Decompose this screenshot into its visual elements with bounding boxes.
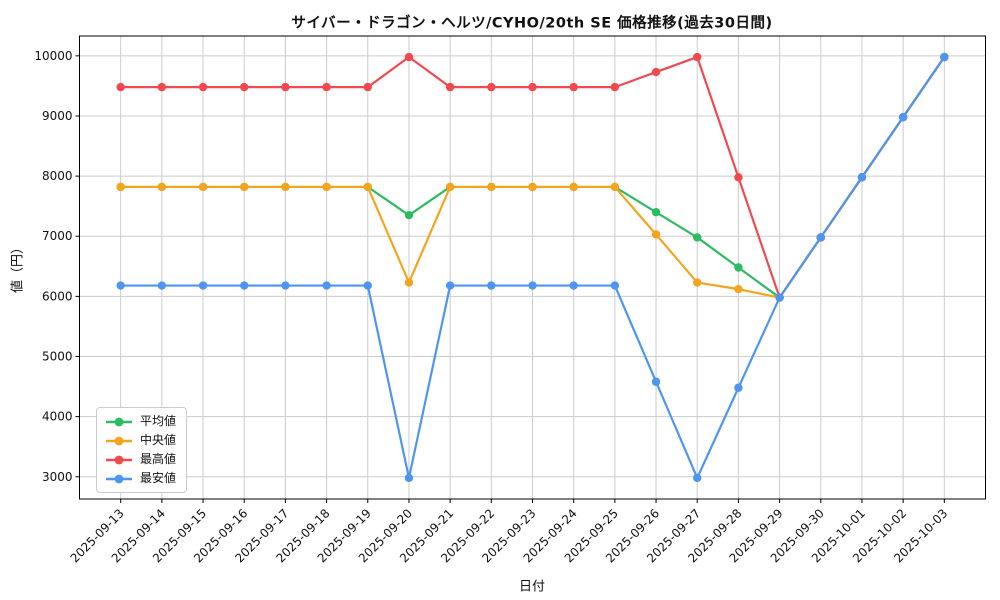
legend-marker-min xyxy=(106,474,132,483)
y-tick-label: 6000 xyxy=(42,289,73,303)
y-tick-label: 4000 xyxy=(42,410,73,424)
data-point-max xyxy=(734,173,743,182)
data-point-max xyxy=(116,82,125,92)
data-point-min xyxy=(734,383,743,392)
data-point-median xyxy=(404,278,414,287)
legend-item-min: 最安値 xyxy=(105,470,176,487)
legend-label-max: 最高値 xyxy=(140,452,177,466)
legend-item-max: 最高値 xyxy=(105,451,176,468)
data-point-max xyxy=(281,82,290,92)
y-tick-label: 8000 xyxy=(42,169,73,183)
legend-marker-average xyxy=(106,417,132,426)
data-point-median xyxy=(363,182,372,192)
y-tick-label: 7000 xyxy=(42,229,73,243)
data-point-max xyxy=(240,82,249,92)
data-point-median xyxy=(116,182,125,192)
data-point-median xyxy=(651,230,661,239)
data-point-max xyxy=(569,82,578,92)
data-point-max xyxy=(693,52,702,62)
legend-label-average: 平均値 xyxy=(140,414,177,428)
data-point-min xyxy=(487,281,496,290)
data-point-max xyxy=(198,82,208,92)
data-point-min xyxy=(404,473,414,483)
data-point-median xyxy=(281,182,290,192)
data-point-median xyxy=(322,182,331,192)
data-point-max xyxy=(610,82,620,92)
data-point-median xyxy=(734,284,743,294)
data-point-min xyxy=(816,233,825,242)
data-point-min xyxy=(198,281,208,290)
data-point-min xyxy=(281,281,290,290)
data-point-min xyxy=(157,281,167,290)
data-point-min xyxy=(693,473,702,483)
legend-marker-median xyxy=(106,436,132,445)
y-tick-label: 9000 xyxy=(42,109,73,123)
data-point-median xyxy=(487,182,496,192)
data-point-average xyxy=(734,263,743,272)
legend-label-min: 最安値 xyxy=(140,471,177,485)
data-point-median xyxy=(693,278,702,287)
data-point-average xyxy=(693,233,702,242)
data-point-average xyxy=(651,207,661,217)
data-point-min xyxy=(940,52,949,62)
series-min xyxy=(116,52,949,483)
data-point-median xyxy=(445,182,455,192)
legend-item-median: 中央値 xyxy=(105,432,176,449)
data-point-median xyxy=(157,182,167,192)
data-point-average xyxy=(404,210,414,220)
data-point-max xyxy=(363,82,372,92)
gridlines xyxy=(79,36,986,499)
data-point-max xyxy=(445,82,455,92)
x-axis-label: 日付 xyxy=(518,579,546,595)
data-point-max xyxy=(322,82,331,92)
data-point-max xyxy=(651,67,661,77)
data-point-min xyxy=(445,281,455,290)
data-point-max xyxy=(404,52,414,62)
data-point-max xyxy=(157,82,167,92)
data-point-min xyxy=(322,281,331,290)
data-point-max xyxy=(487,82,496,92)
legend-item-average: 平均値 xyxy=(105,413,176,430)
data-point-median xyxy=(528,182,537,192)
data-point-min xyxy=(569,281,578,290)
data-point-min xyxy=(363,281,372,290)
data-point-median xyxy=(198,182,208,192)
data-point-min xyxy=(857,173,867,182)
chart-title: サイバー・ドラゴン・ヘルツ/CYHO/20th SE 価格推移(過去30日間) xyxy=(291,15,773,32)
y-tick-label: 5000 xyxy=(42,349,73,363)
y-tick-label: 10000 xyxy=(34,49,72,63)
y-tick-label: 3000 xyxy=(42,470,73,484)
legend-marker-max xyxy=(106,455,132,464)
data-point-median xyxy=(610,182,620,192)
legend: 平均値中央値最高値最安値 xyxy=(96,407,188,493)
data-point-max xyxy=(528,82,537,92)
data-point-min xyxy=(528,281,537,290)
data-point-min xyxy=(651,377,661,386)
data-point-min xyxy=(116,281,125,290)
data-point-min xyxy=(610,281,620,290)
data-point-min xyxy=(240,281,249,290)
data-point-median xyxy=(240,182,249,192)
data-point-median xyxy=(569,182,578,192)
legend-label-median: 中央値 xyxy=(140,433,177,447)
data-point-min xyxy=(775,293,784,302)
data-point-min xyxy=(898,112,908,122)
